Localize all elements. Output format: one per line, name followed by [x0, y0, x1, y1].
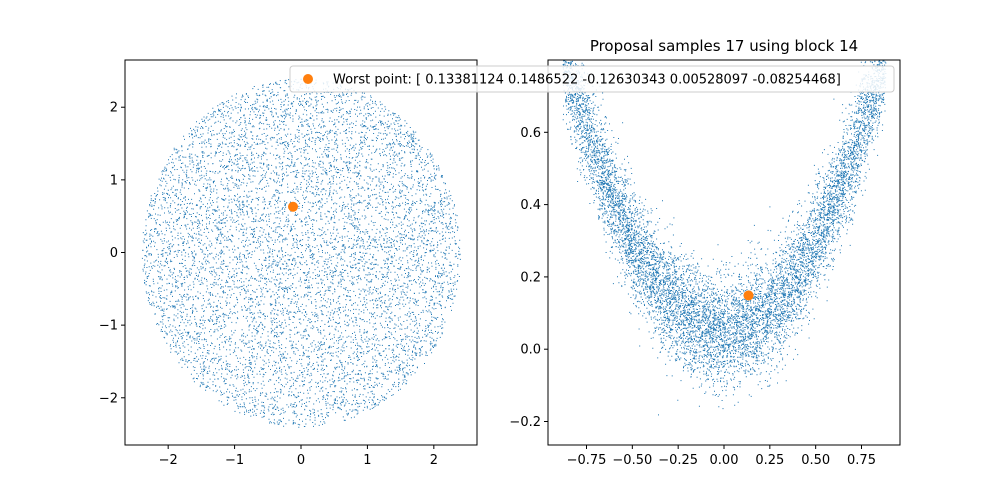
- sample-dots: [562, 60, 887, 416]
- right-x-ticks: −0.75 −0.50 −0.25 0.00 0.25 0.50 0.75: [567, 445, 876, 468]
- right-worst-point-layer: [743, 290, 754, 301]
- y-tick-label: 2: [110, 101, 118, 116]
- worst-point-marker: [288, 201, 299, 212]
- left-axes: −2 −1 0 1 2 −2 −1 0 1 2: [99, 59, 478, 468]
- y-tick-label: 0: [110, 246, 118, 261]
- y-tick-label: 0.2: [520, 270, 541, 285]
- y-tick-label: 0.0: [520, 343, 541, 358]
- x-tick-label: −2: [159, 453, 178, 468]
- x-tick-label: 0.75: [847, 453, 876, 468]
- y-tick-label: 1: [110, 173, 118, 188]
- x-tick-label: 0.50: [801, 453, 830, 468]
- y-tick-label: −0.2: [509, 415, 541, 430]
- right-chart-title: Proposal samples 17 using block 14: [590, 37, 858, 55]
- right-y-ticks: −0.2 0.0 0.2 0.4 0.6: [509, 126, 548, 430]
- legend-label: Worst point: [ 0.13381124 0.1486522 -0.1…: [333, 73, 841, 88]
- x-tick-label: 0.25: [755, 453, 784, 468]
- legend-box: [289, 65, 895, 93]
- worst-point-marker: [743, 290, 754, 301]
- x-tick-label: −1: [225, 453, 244, 468]
- right-axes: −0.75 −0.50 −0.25 0.00 0.25 0.50 0.75 −0.2 0.0 0…: [509, 37, 901, 468]
- legend-marker: [303, 74, 313, 84]
- legend: Worst point: [ 0.13381124 0.1486522 -0.1…: [289, 65, 895, 93]
- y-tick-label: 0.6: [520, 126, 541, 141]
- left-x-ticks: −2 −1 0 1 2: [159, 445, 438, 468]
- x-tick-label: −0.25: [658, 453, 698, 468]
- left-y-ticks: −2 −1 0 1 2: [99, 101, 125, 406]
- x-tick-label: 0: [297, 453, 305, 468]
- right-sample-cloud: [562, 60, 887, 416]
- x-tick-label: 1: [363, 453, 371, 468]
- y-tick-label: −1: [99, 319, 118, 334]
- x-tick-label: −0.75: [567, 453, 607, 468]
- x-tick-label: −0.50: [612, 453, 652, 468]
- left-sample-cloud: [141, 78, 461, 428]
- y-tick-label: −2: [99, 391, 118, 406]
- left-worst-point-layer: [288, 201, 299, 212]
- x-tick-label: 2: [430, 453, 438, 468]
- right-axes-frame: [547, 59, 901, 446]
- x-tick-label: 0.00: [710, 453, 739, 468]
- sample-dots: [141, 78, 461, 428]
- y-tick-label: 0.4: [520, 198, 541, 213]
